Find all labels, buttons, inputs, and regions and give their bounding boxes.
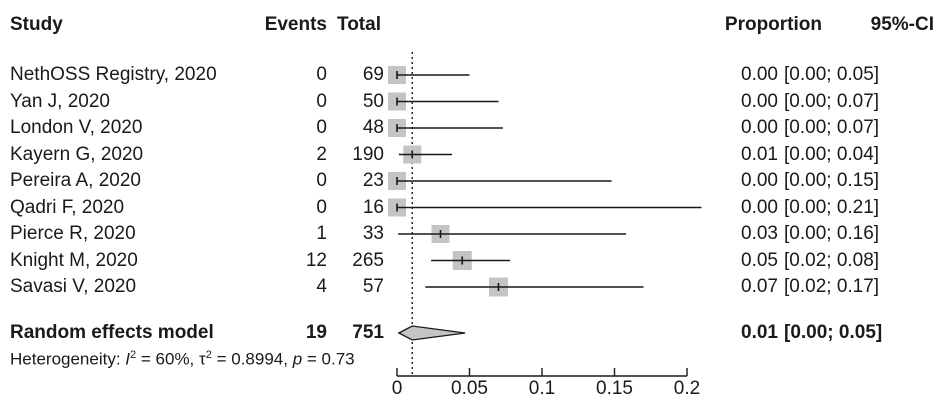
x-axis-tick-label: 0.05	[451, 378, 488, 397]
study-row-total: 33	[362, 223, 384, 244]
x-axis-tick-label: 0.15	[596, 378, 633, 397]
study-row: London V, 2020 0 48 0.00 [0.00; 0.07]	[0, 117, 944, 143]
study-row-proportion: 0.00	[741, 64, 778, 85]
study-row-events: 0	[316, 64, 327, 85]
header-study: Study	[10, 14, 63, 35]
study-row-events: 1	[316, 223, 327, 244]
study-row: NethOSS Registry, 2020 0 69 0.00 [0.00; 0.05…	[0, 64, 944, 90]
study-row-events: 0	[316, 90, 327, 112]
study-row-study: Pereira A, 2020	[10, 170, 141, 191]
study-row-events: 0	[316, 170, 327, 191]
study-row-total: 50	[362, 90, 384, 112]
header-ci: 95%-CI	[870, 14, 934, 35]
study-row: Knight M, 2020 12 265 0.05 [0.02; 0.08]	[0, 250, 944, 276]
study-row-total: 69	[362, 64, 384, 85]
het-i2-value: = 60%,	[136, 349, 200, 369]
study-row-study: Pierce R, 2020	[10, 223, 136, 244]
study-row-proportion: 0.00	[741, 117, 778, 138]
study-row-events: 0	[316, 196, 327, 218]
study-row: Pierce R, 2020 1 33 0.03 [0.00; 0.16]	[0, 223, 944, 249]
pooled-row-ci: [0.00; 0.05]	[784, 322, 883, 343]
study-row-total: 57	[362, 276, 384, 297]
het-p-symbol: p	[292, 349, 303, 369]
study-row-proportion: 0.00	[741, 90, 778, 112]
study-row-proportion: 0.00	[741, 170, 778, 191]
x-axis-tick-label: 0.1	[529, 378, 555, 397]
study-row-study: London V, 2020	[10, 117, 143, 138]
study-row-ci: [0.02; 0.08]	[784, 249, 880, 271]
study-row-ci: [0.00; 0.04]	[784, 143, 880, 165]
study-row-proportion: 0.00	[741, 196, 778, 218]
study-row-ci: [0.00; 0.21]	[784, 196, 880, 218]
pooled-row: Random effects model 19 751 0.01 [0.00; 0.05…	[0, 322, 944, 348]
study-row-proportion: 0.03	[741, 223, 778, 244]
study-row-events: 12	[305, 249, 327, 271]
het-p-value: = 0.73	[302, 349, 355, 369]
study-row-ci: [0.00; 0.16]	[784, 223, 880, 244]
heterogeneity-text: Heterogeneity: I2 = 60%, τ2 = 0.8994, p …	[10, 349, 355, 369]
study-row-total: 48	[362, 117, 384, 138]
het-prefix: Heterogeneity:	[10, 349, 126, 369]
pooled-row-events: 19	[305, 322, 327, 343]
study-row-total: 265	[352, 249, 384, 271]
study-row-study: NethOSS Registry, 2020	[10, 64, 217, 85]
pooled-row-proportion: 0.01	[741, 322, 778, 343]
header-events: Events	[264, 14, 327, 35]
study-row-events: 0	[316, 117, 327, 138]
study-row-ci: [0.00; 0.07]	[784, 117, 880, 138]
het-i2-symbol: I	[125, 349, 131, 369]
study-row-study: Yan J, 2020	[10, 90, 111, 112]
study-row: Kayern G, 2020 2 190 0.01 [0.00; 0.04]	[0, 144, 944, 170]
study-row-study: Qadri F, 2020	[10, 196, 125, 218]
study-row-ci: [0.00; 0.15]	[784, 170, 880, 191]
study-row-ci: [0.00; 0.05]	[784, 64, 880, 85]
pooled-row-total: 751	[352, 322, 384, 343]
header-total: Total	[337, 14, 381, 35]
study-row-events: 2	[316, 143, 327, 165]
pooled-row-study: Random effects model	[10, 322, 214, 343]
study-row-ci: [0.02; 0.17]	[784, 276, 880, 297]
study-row-proportion: 0.07	[741, 276, 778, 297]
study-row: Yan J, 2020 0 50 0.00 [0.00; 0.07]	[0, 91, 944, 117]
study-row: Savasi V, 2020 4 57 0.07 [0.02; 0.17]	[0, 276, 944, 302]
het-tau2-symbol: τ	[199, 349, 206, 369]
x-axis-tick-label: 0	[392, 378, 403, 397]
x-axis-tick-label: 0.2	[674, 378, 700, 397]
study-row-total: 190	[352, 143, 384, 165]
het-tau2-value: = 0.8994,	[211, 349, 293, 369]
study-row-proportion: 0.05	[741, 249, 778, 271]
study-row: Qadri F, 2020 0 16 0.00 [0.00; 0.21]	[0, 197, 944, 223]
study-row-proportion: 0.01	[741, 143, 778, 165]
study-row-study: Savasi V, 2020	[10, 276, 137, 297]
study-row-study: Knight M, 2020	[10, 249, 138, 271]
study-row-total: 16	[362, 196, 384, 218]
header-proportion: Proportion	[724, 14, 822, 35]
study-row-study: Kayern G, 2020	[10, 143, 144, 165]
study-row-ci: [0.00; 0.07]	[784, 90, 880, 112]
pooled-diamond	[397, 325, 466, 341]
study-row: Pereira A, 2020 0 23 0.00 [0.00; 0.15]	[0, 170, 944, 196]
study-row-total: 23	[362, 170, 384, 191]
study-row-events: 4	[316, 276, 327, 297]
